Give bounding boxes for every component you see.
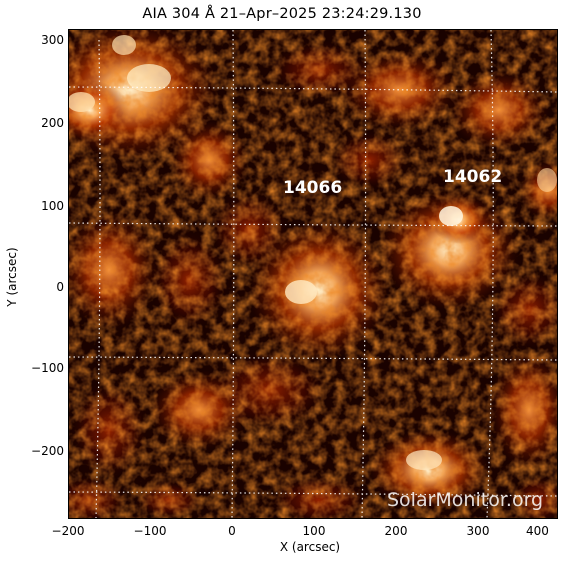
image-title: AIA 304 Å 21–Apr–2025 23:24:29.130	[142, 6, 422, 22]
solar-image-canvas: 14066 14062 SolarMonitor.org	[69, 30, 557, 518]
y-tick-200: 200	[41, 116, 64, 130]
y-tick-300: 300	[41, 33, 64, 47]
region-label-14062: 14062	[443, 167, 502, 187]
x-tick-200: 200	[384, 524, 408, 538]
y-tick-0: 0	[56, 280, 64, 294]
x-axis-label: X (arcsec)	[279, 540, 341, 554]
y-tick-m100: −100	[31, 361, 64, 375]
x-tick-m100: −100	[133, 524, 167, 538]
region-label-14066: 14066	[283, 178, 342, 198]
x-tick-400: 400	[526, 524, 549, 538]
x-tick-m200: −200	[51, 524, 85, 538]
heliographic-grid	[69, 30, 557, 518]
x-tick-0: 0	[228, 524, 236, 538]
plasma-texture	[69, 30, 557, 518]
solar-image-panel: 14066 14062 SolarMonitor.org	[68, 29, 558, 519]
x-tick-100: 100	[302, 524, 326, 538]
y-tick-m200: −200	[31, 444, 64, 458]
y-tick-100: 100	[41, 199, 64, 213]
watermark: SolarMonitor.org	[387, 489, 543, 511]
bright-kernels	[69, 35, 557, 470]
y-axis-label: Y (arcsec)	[5, 247, 19, 307]
x-tick-300: 300	[466, 524, 490, 538]
